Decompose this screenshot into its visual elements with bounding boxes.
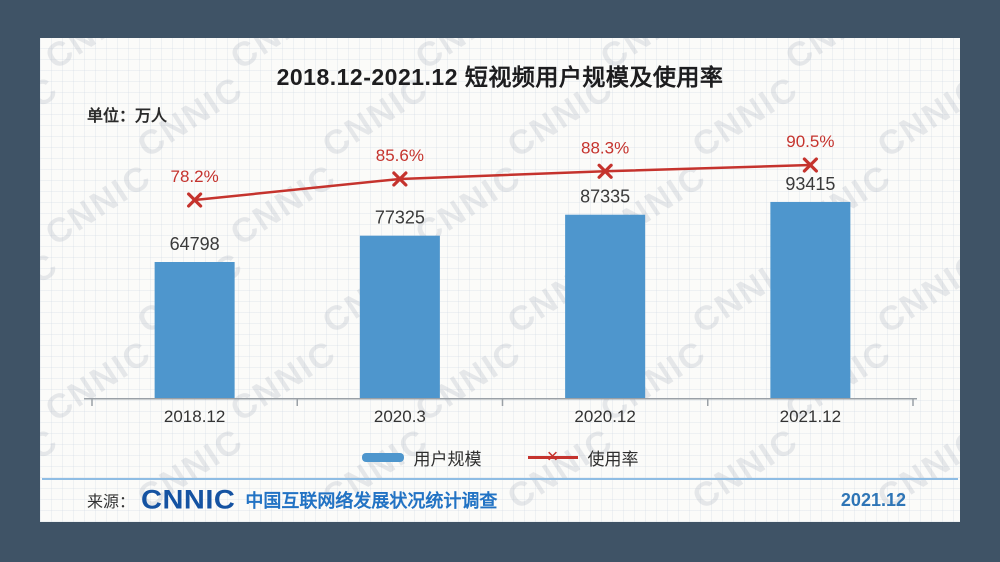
survey-title: 中国互联网络发展状况统计调查 — [245, 491, 498, 511]
usage-line — [194, 163, 811, 202]
usage-value-label: 88.3% — [581, 138, 629, 157]
footer-date: 2021.12 — [840, 489, 906, 510]
x-axis-label: 2020.3 — [374, 407, 426, 426]
usage-value-label: 90.5% — [786, 132, 834, 151]
line-marker — [802, 157, 818, 173]
unit-label: 单位：万人 — [87, 108, 168, 125]
bar — [565, 214, 646, 398]
footer-separator — [42, 478, 958, 480]
bar-value-label: 87335 — [580, 187, 630, 207]
source-label: 来源： — [87, 494, 136, 511]
line-swatch-stroke — [527, 456, 578, 459]
bar — [154, 262, 235, 398]
chart-title: 2018.12-2021.12 短视频用户规模及使用率 — [276, 64, 724, 90]
usage-value-label: 78.2% — [171, 167, 219, 186]
line-swatch-icon: ✕ — [527, 448, 578, 466]
bar-value-label: 77325 — [375, 208, 425, 228]
line-marker — [597, 163, 613, 179]
footer: 来源： CNNIC 中国互联网络发展状况统计调查 2021.12 — [40, 482, 960, 522]
legend-label-usage-rate: 使用率 — [587, 449, 639, 469]
usage-value-label: 85.6% — [376, 146, 424, 165]
legend-item-user-scale: 用户规模 — [361, 445, 482, 470]
legend-item-usage-rate: ✕ 使用率 — [527, 445, 639, 470]
x-axis-label: 2021.12 — [780, 407, 841, 426]
plot-area: 64798 2018.12 77325 2020.3 87335 2020.12 93415… — [84, 132, 917, 426]
bar-value-label: 93415 — [785, 174, 835, 194]
bar — [359, 235, 440, 398]
chart-card: CNNIC CNNIC CNNIC CNNIC CNNIC CNNIC CNNIC CNNIC… — [40, 38, 960, 522]
bar-value-label: 64798 — [170, 234, 220, 254]
bar — [770, 201, 851, 398]
x-marker-icon: ✕ — [546, 448, 559, 466]
legend-label-user-scale: 用户规模 — [413, 449, 482, 469]
line-marker — [392, 171, 408, 187]
chart-legend: 用户规模 ✕ 使用率 — [40, 444, 960, 470]
x-axis-label: 2020.12 — [574, 407, 635, 426]
bar-swatch-icon — [361, 452, 404, 462]
line-marker — [187, 192, 203, 208]
x-axis-label: 2018.12 — [164, 407, 225, 426]
cnnic-logo: CNNIC — [141, 484, 236, 515]
